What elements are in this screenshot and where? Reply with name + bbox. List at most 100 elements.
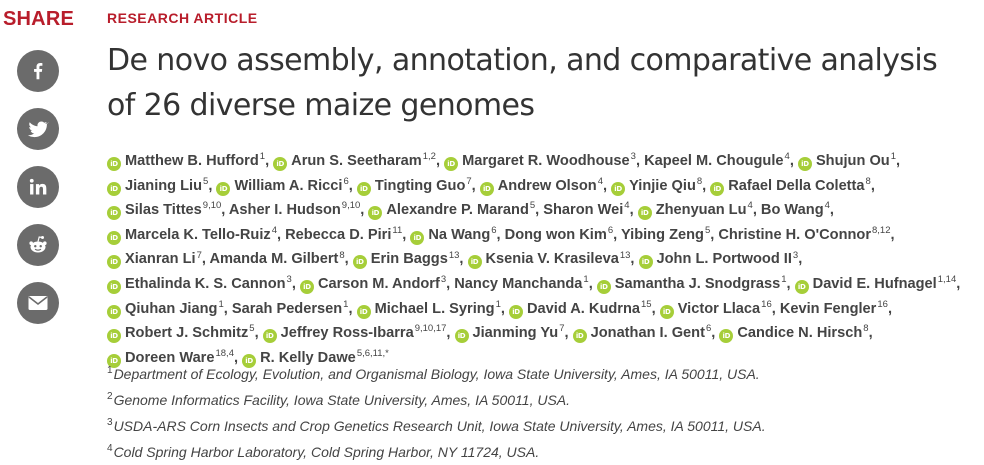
author-name[interactable]: John L. Portwood II	[656, 251, 792, 268]
author-name[interactable]: Matthew B. Hufford	[125, 153, 259, 169]
author-name[interactable]: Candice N. Hirsch	[737, 325, 863, 342]
author-name[interactable]: Sharon Wei	[543, 202, 624, 219]
author-name[interactable]: Rebecca D. Piri	[285, 226, 392, 243]
author-name[interactable]: Na Wang	[428, 226, 491, 243]
orcid-icon[interactable]: iD	[454, 329, 469, 344]
author-name[interactable]: Asher I. Hudson	[228, 202, 341, 219]
orcid-icon[interactable]: iD	[107, 230, 121, 245]
author-name[interactable]: Kapeel M. Chougule	[644, 153, 784, 169]
author-affiliation-number: 7	[196, 249, 202, 261]
author-item: Nancy Manchanda1	[454, 275, 588, 292]
author-name[interactable]: Nancy Manchanda	[454, 275, 583, 292]
author-name[interactable]: Alexandre P. Marand	[386, 202, 529, 219]
orcid-icon[interactable]: iD	[107, 279, 121, 294]
orcid-icon[interactable]: iD	[107, 255, 121, 270]
author-name[interactable]: Shujun Ou	[815, 153, 890, 169]
author-name[interactable]: Jianing Liu	[125, 177, 203, 194]
share-linkedin-button[interactable]	[17, 166, 59, 208]
orcid-icon[interactable]: iD	[797, 157, 812, 171]
orcid-icon[interactable]: iD	[509, 304, 524, 319]
share-email-button[interactable]	[17, 282, 59, 324]
author-name[interactable]: Jonathan I. Gent	[590, 325, 705, 342]
author-name[interactable]: Marcela K. Tello-Ruiz	[125, 226, 271, 243]
author-name[interactable]: R. Kelly Dawe	[260, 349, 356, 366]
author-name[interactable]: Silas Tittes	[125, 202, 202, 219]
orcid-icon[interactable]: iD	[794, 279, 809, 294]
author-name[interactable]: Margaret R. Woodhouse	[462, 153, 630, 169]
author-name[interactable]: Erin Baggs	[370, 251, 448, 268]
author-name[interactable]: Carson M. Andorf	[317, 275, 440, 292]
orcid-icon[interactable]: iD	[107, 353, 121, 368]
share-twitter-button[interactable]	[17, 108, 59, 150]
author-name[interactable]: Andrew Olson	[497, 177, 597, 194]
orcid-icon[interactable]: iD	[107, 329, 121, 344]
author-affiliation-number: 13	[448, 249, 460, 261]
author-item: iD Andrew Olson4	[479, 176, 603, 196]
share-facebook-button[interactable]	[17, 50, 59, 92]
author-name[interactable]: Robert J. Schmitz	[125, 325, 249, 342]
affiliation-text: Cold Spring Harbor Laboratory, Cold Spri…	[113, 444, 540, 460]
orcid-icon[interactable]: iD	[596, 279, 611, 294]
author-item: iD Michael L. Syring1	[356, 298, 501, 319]
orcid-icon[interactable]: iD	[572, 329, 587, 344]
orcid-icon[interactable]: iD	[479, 181, 494, 196]
author-name[interactable]: Amanda M. Gilbert	[209, 251, 339, 268]
orcid-icon[interactable]: iD	[719, 329, 734, 344]
author-name[interactable]: Arun S. Seetharam	[291, 153, 422, 169]
author-name[interactable]: Yibing Zeng	[620, 226, 704, 243]
author-name[interactable]: Jeffrey Ross-Ibarra	[280, 325, 414, 342]
author-name[interactable]: Jianming Yu	[472, 325, 559, 342]
share-reddit-button[interactable]	[17, 224, 59, 266]
author-affiliation-number: 5	[704, 224, 711, 236]
author-name[interactable]: Michael L. Syring	[374, 300, 495, 317]
orcid-icon[interactable]: iD	[352, 255, 367, 270]
orcid-icon[interactable]: iD	[410, 230, 425, 245]
author-name[interactable]: Rafael Della Coletta	[728, 177, 865, 194]
author-name[interactable]: Qiuhan Jiang	[125, 300, 218, 317]
orcid-icon[interactable]: iD	[242, 353, 257, 368]
orcid-icon[interactable]: iD	[107, 304, 121, 319]
orcid-icon[interactable]: iD	[107, 206, 121, 221]
author-name[interactable]: William A. Ricci	[234, 177, 343, 194]
author-name[interactable]: Christine H. O'Connor	[718, 226, 871, 243]
orcid-icon[interactable]: iD	[467, 255, 482, 270]
orcid-icon[interactable]: iD	[262, 329, 277, 344]
author-name[interactable]: Yinjie Qiu	[629, 177, 696, 194]
author-item: iD Ethalinda K. S. Cannon3	[107, 275, 292, 294]
orcid-icon[interactable]: iD	[659, 304, 674, 319]
author-name[interactable]: Xianran Li	[125, 251, 196, 268]
author-name[interactable]: David A. Kudrna	[527, 300, 640, 317]
orcid-icon[interactable]: iD	[637, 206, 652, 221]
orcid-icon[interactable]: iD	[216, 181, 231, 196]
author-affiliation-number: 1	[495, 298, 501, 310]
author-affiliation-number: 6	[705, 323, 712, 335]
author-affiliation-number: 3	[792, 249, 799, 261]
author-name[interactable]: Zhenyuan Lu	[655, 202, 747, 219]
orcid-icon[interactable]: iD	[273, 157, 288, 171]
author-name[interactable]: Ethalinda K. S. Cannon	[125, 275, 286, 292]
orcid-icon[interactable]: iD	[356, 304, 371, 319]
author-name[interactable]: Kevin Fengler	[779, 300, 877, 317]
orcid-icon[interactable]: iD	[611, 181, 626, 196]
author-item: Bo Wang4	[760, 201, 830, 219]
orcid-icon[interactable]: iD	[710, 181, 725, 196]
author-item: iD Marcela K. Tello-Ruiz4	[107, 226, 277, 245]
author-name[interactable]: Dong won Kim	[504, 226, 607, 243]
article-type-label: RESEARCH ARTICLE	[107, 10, 258, 26]
author-name[interactable]: Doreen Ware	[125, 349, 215, 366]
orcid-icon[interactable]: iD	[368, 206, 383, 221]
orcid-icon[interactable]: iD	[638, 255, 653, 270]
author-name[interactable]: Sarah Pedersen	[231, 300, 343, 317]
author-name[interactable]: Victor Llaca	[677, 300, 761, 317]
author-name[interactable]: David E. Hufnagel	[812, 275, 937, 292]
author-name[interactable]: Tingting Guo	[374, 177, 466, 194]
author-name[interactable]: Ksenia V. Krasileva	[485, 251, 619, 268]
orcid-icon[interactable]: iD	[444, 157, 459, 171]
author-name[interactable]: Samantha J. Snodgrass	[614, 275, 781, 292]
orcid-icon[interactable]: iD	[299, 279, 314, 294]
orcid-icon[interactable]: iD	[356, 181, 371, 196]
orcid-icon[interactable]: iD	[107, 181, 121, 196]
orcid-icon[interactable]: iD	[107, 157, 121, 171]
author-name[interactable]: Bo Wang	[760, 202, 824, 219]
author-affiliation-number: 16	[761, 298, 772, 310]
